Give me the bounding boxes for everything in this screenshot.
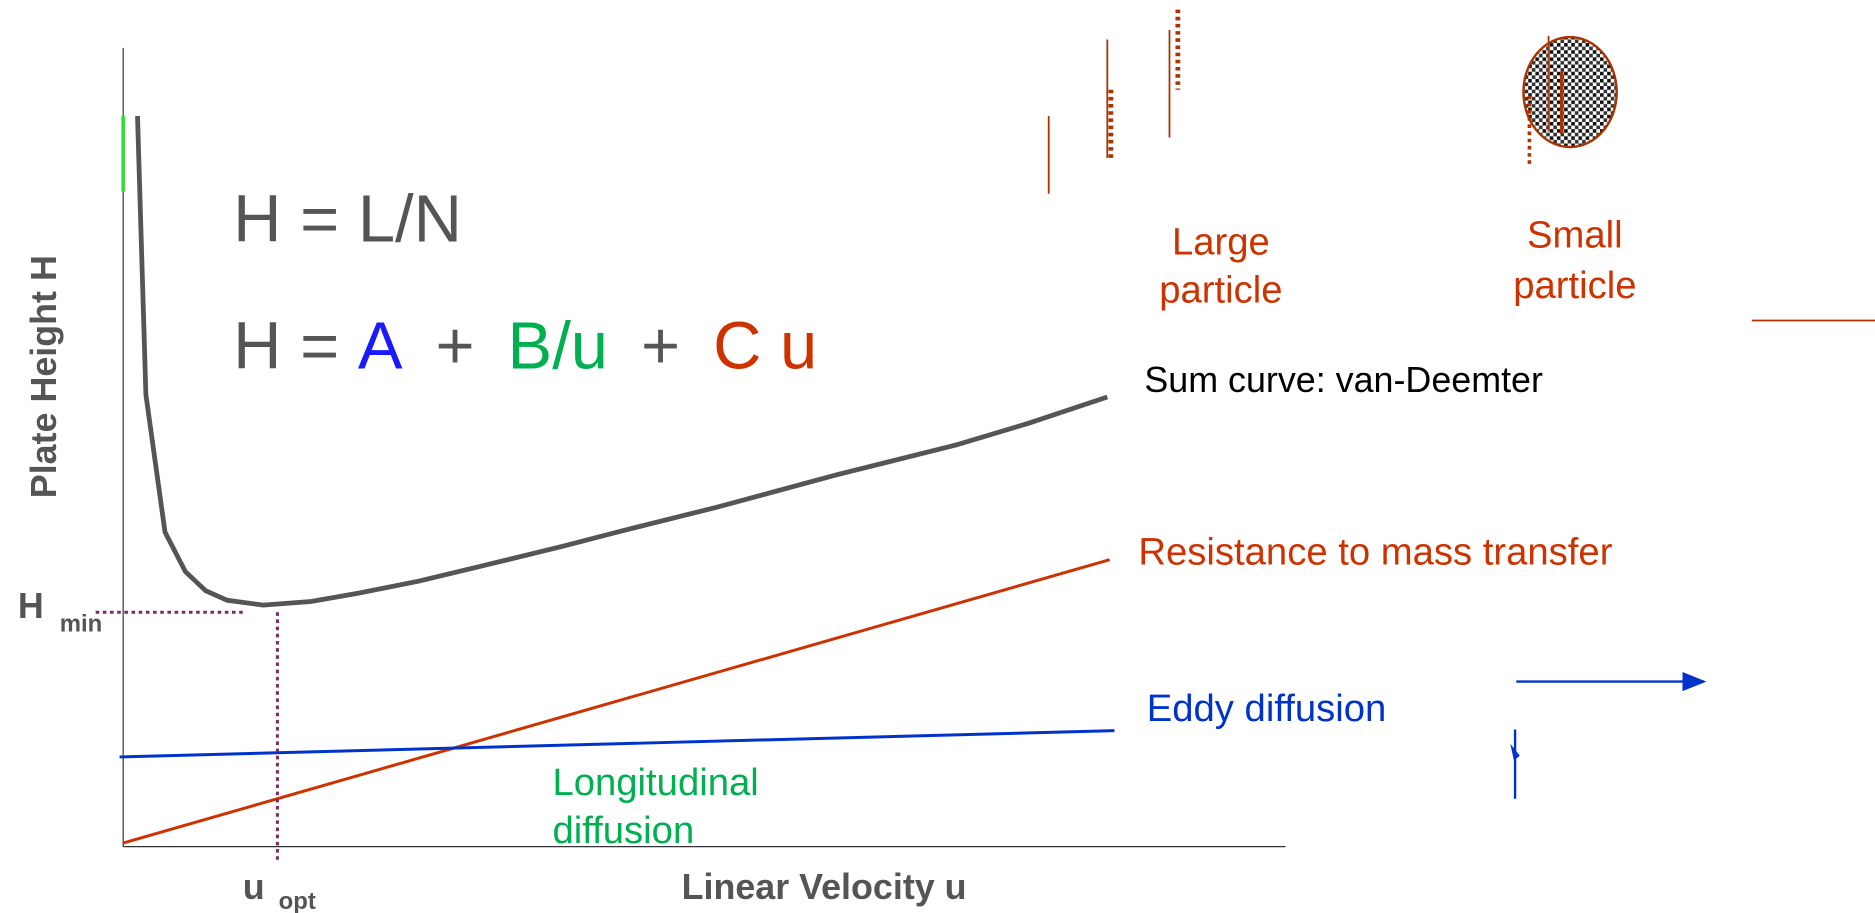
x-axis-label: Linear Velocity u — [682, 867, 967, 907]
equation-van-deemter: H = A + B/u + C u — [233, 308, 817, 383]
small-particle-icon — [1522, 35, 1618, 149]
eq-c: C u — [713, 308, 817, 383]
equation-definition: H = L/N — [233, 182, 462, 257]
decoration — [1510, 743, 1520, 761]
curve-label: Resistance to mass transfer — [1138, 530, 1612, 573]
particle-label: particle — [1159, 269, 1282, 312]
eq-plus: + — [435, 308, 474, 383]
curve-label: Sum curve: van-Deemter — [1144, 360, 1543, 400]
sum-curve — [135, 115, 1109, 608]
hmin-symbol: H — [18, 586, 44, 626]
eq-b: B/u — [508, 308, 608, 383]
uopt-subscript: opt — [279, 888, 316, 913]
eddy-line — [119, 729, 1115, 759]
curve-label: diffusion — [552, 809, 694, 852]
eq-a: A — [358, 308, 403, 383]
curve-label: Longitudinal — [552, 761, 758, 804]
particle-label: Large — [1172, 221, 1270, 264]
uopt-symbol: u — [243, 867, 265, 907]
hmin-subscript: min — [60, 610, 103, 637]
eq-plus: + — [641, 308, 680, 383]
y-axis-label: Plate Height H — [24, 255, 64, 498]
mass-transfer-line — [122, 558, 1111, 845]
particle-label: particle — [1513, 264, 1636, 307]
eq-prefix: H = — [233, 308, 339, 383]
curve-label: Eddy diffusion — [1147, 687, 1387, 730]
particle-label: Small — [1527, 214, 1623, 257]
